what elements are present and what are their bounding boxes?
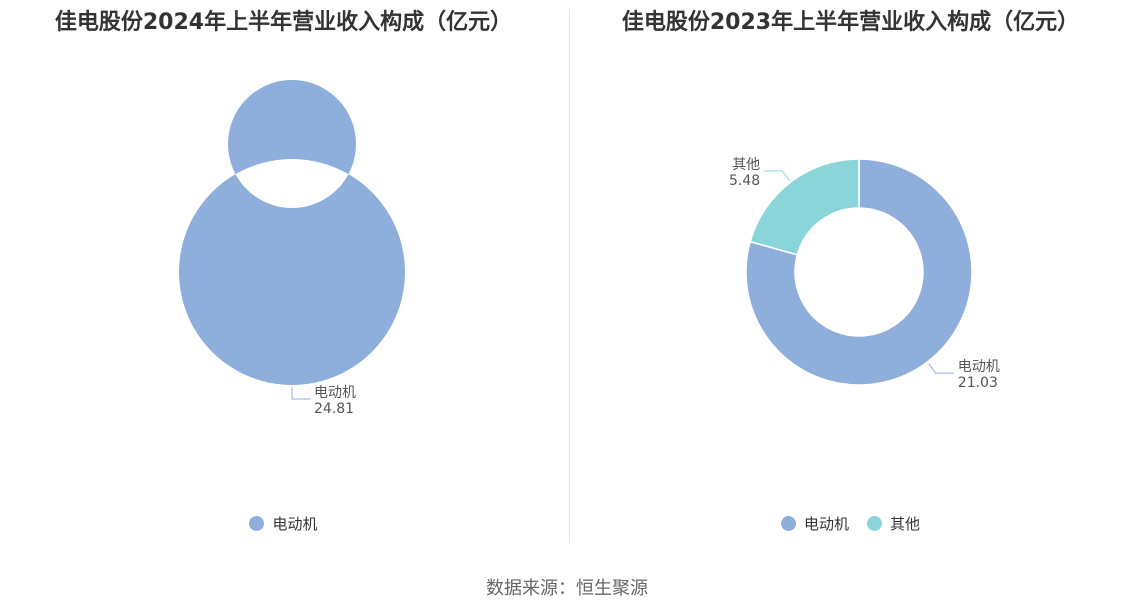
donut-slice [178,79,405,385]
chart-panel-2023: 佳电股份2023年上半年营业收入构成（亿元） 电动机 21.03 其他 5.48 电动… [567,0,1134,545]
legend-dot-icon [867,516,882,531]
legend-2023: 电动机 其他 [567,513,1134,534]
chart-panel-2024: 佳电股份2024年上半年营业收入构成（亿元） 电动机 24.81 电动机 [0,0,567,545]
legend-label: 其他 [890,515,921,533]
donut-slice [745,158,973,386]
panel-divider [569,10,570,542]
label-leader-line [291,387,310,400]
legend-label: 电动机 [803,515,849,533]
chart-title-2023: 佳电股份2023年上半年营业收入构成（亿元） [621,10,1080,35]
legend-dot-icon [780,516,796,531]
slice-label-category: 电动机 [314,385,356,401]
data-source: 数据来源：恒生聚源 [486,578,648,599]
legend-label: 电动机 [272,515,318,533]
slice-label-value: 21.03 [958,375,998,391]
legend-item[interactable]: 电动机 [780,513,849,534]
slice-label-category: 其他 [732,157,760,173]
legend-dot-icon [249,516,265,531]
label-leader-line [764,170,790,181]
legend-2024: 电动机 [0,513,567,534]
slice-label-value: 24.81 [314,401,354,417]
slice-label-category: 电动机 [958,359,1000,375]
legend-item[interactable]: 其他 [867,513,920,534]
label-leader-line [928,363,954,374]
chart-title-2024: 佳电股份2024年上半年营业收入构成（亿元） [54,10,513,35]
donut-slice [749,158,860,256]
slice-label-value: 5.48 [729,173,760,189]
legend-item[interactable]: 电动机 [249,513,318,534]
